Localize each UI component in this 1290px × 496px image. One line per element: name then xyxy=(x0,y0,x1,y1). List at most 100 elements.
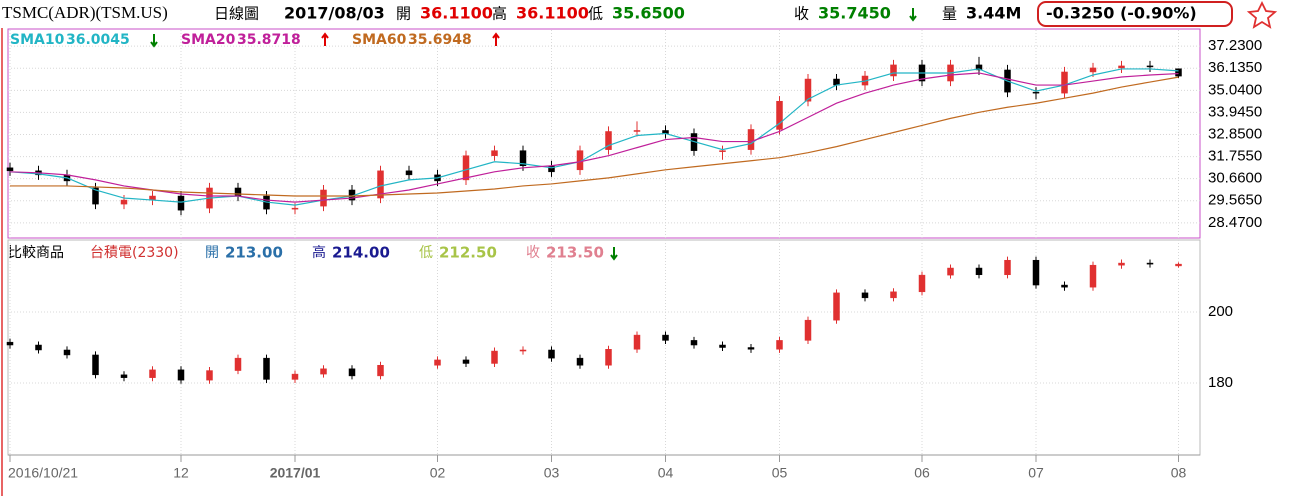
quote-name: 低 xyxy=(588,5,603,23)
sma-line xyxy=(9,68,1179,206)
candle-body xyxy=(462,155,470,181)
candle-body xyxy=(548,349,555,359)
candle-body xyxy=(605,349,612,366)
quote-name: 高 xyxy=(492,5,507,23)
candle-body xyxy=(719,150,726,152)
legend-name: SMA10 xyxy=(10,32,65,48)
candle-body xyxy=(833,292,840,321)
trend-arrow xyxy=(909,8,917,22)
candle-body xyxy=(662,334,669,341)
candle-body xyxy=(6,167,14,172)
candle-body xyxy=(177,195,185,211)
candle-body xyxy=(548,165,555,173)
candle-body xyxy=(206,370,213,381)
legend-name: SMA20 xyxy=(181,32,236,48)
candle-body xyxy=(92,187,99,205)
symbol: TSMC(ADR)(TSM.US) xyxy=(2,3,168,22)
candle-body xyxy=(747,347,755,350)
period: 日線圖 xyxy=(214,5,259,23)
quote-name: 高 xyxy=(312,244,326,261)
candle-body xyxy=(35,344,42,351)
candle-body xyxy=(1032,259,1040,286)
candle-body xyxy=(861,292,869,299)
candle-body xyxy=(833,78,840,86)
candle-body xyxy=(92,354,99,376)
x-tick-label: 05 xyxy=(772,465,788,481)
candle-body xyxy=(377,170,384,199)
y-tick-label: 37.2300 xyxy=(1208,37,1262,54)
quote-name: 收 xyxy=(526,245,540,261)
candle-body xyxy=(405,170,413,176)
x-tick-label: 04 xyxy=(658,465,674,481)
candle-body xyxy=(149,369,156,378)
quote-value: 214.00 xyxy=(332,244,390,262)
y-tick-label: 32.8500 xyxy=(1208,125,1262,142)
candle-body xyxy=(890,64,897,77)
candle-body xyxy=(633,334,641,350)
quote-name: 開 xyxy=(205,245,219,261)
y-tick-label: 36.1350 xyxy=(1208,59,1262,76)
y-tick-label: 28.4700 xyxy=(1208,214,1262,231)
quote-name: 開 xyxy=(396,5,411,23)
candle-body xyxy=(462,359,470,364)
candle-body xyxy=(491,150,498,156)
candle-body xyxy=(263,357,270,380)
x-tick-label: 03 xyxy=(544,465,560,481)
y-tick-label: 35.0400 xyxy=(1208,81,1262,98)
candle-body xyxy=(1175,68,1182,77)
compare-title: 比較商品 xyxy=(8,245,64,261)
y-tick-label: 30.6600 xyxy=(1208,170,1262,187)
candle-body xyxy=(234,357,242,371)
y-tick-label: 200 xyxy=(1208,303,1233,320)
favorite-star[interactable] xyxy=(1246,0,1278,29)
compare-product: 台積電(2330) xyxy=(90,245,179,261)
x-tick-label: 12 xyxy=(173,465,189,481)
legend-value: 35.6948 xyxy=(408,32,472,48)
x-tick-label: 07 xyxy=(1028,465,1044,481)
quote-value: 213.00 xyxy=(225,244,283,262)
candle-body xyxy=(747,129,755,150)
candle-body xyxy=(63,349,71,356)
candle-body xyxy=(1146,262,1154,265)
candle-body xyxy=(519,150,527,167)
candle-body xyxy=(1089,264,1097,288)
x-tick-label: 2016/10/21 xyxy=(8,465,78,481)
candle-body xyxy=(804,78,812,102)
candle-body xyxy=(519,349,527,352)
x-tick-label: 08 xyxy=(1171,465,1187,481)
candle-body xyxy=(1061,71,1068,94)
candle-body xyxy=(890,291,897,299)
quote-name: 量 xyxy=(942,5,957,23)
quote-name: 低 xyxy=(419,245,433,261)
candle-body xyxy=(234,187,242,197)
x-tick-label: 06 xyxy=(914,465,930,481)
y-tick-label: 180 xyxy=(1208,374,1233,391)
candle-body xyxy=(975,267,983,276)
candle-body xyxy=(719,344,726,348)
change: -0.3250 (-0.90%) xyxy=(1046,4,1197,23)
candle-body xyxy=(1118,262,1125,266)
candle-body xyxy=(776,100,783,130)
candle-body xyxy=(947,267,954,276)
y-tick-label: 31.7550 xyxy=(1208,148,1262,165)
trend-arrow xyxy=(321,32,329,46)
trend-arrow xyxy=(610,247,618,261)
candle-body xyxy=(377,364,384,377)
sma-line xyxy=(9,72,1179,203)
candle-body xyxy=(776,340,783,350)
main-panel xyxy=(7,28,1201,239)
compare-panel xyxy=(7,239,1201,456)
quote-value: 212.50 xyxy=(439,244,497,262)
candle-body xyxy=(605,131,612,150)
trend-arrow xyxy=(150,34,158,48)
candle-body xyxy=(291,207,299,210)
candle-body xyxy=(348,368,356,377)
sma-line xyxy=(10,76,1179,197)
candle-body xyxy=(1032,91,1040,94)
x-tick-label: 2017/01 xyxy=(270,465,321,481)
candle-body xyxy=(1004,259,1011,276)
candle-body xyxy=(320,189,327,207)
quote-value: 213.50 xyxy=(546,244,604,262)
